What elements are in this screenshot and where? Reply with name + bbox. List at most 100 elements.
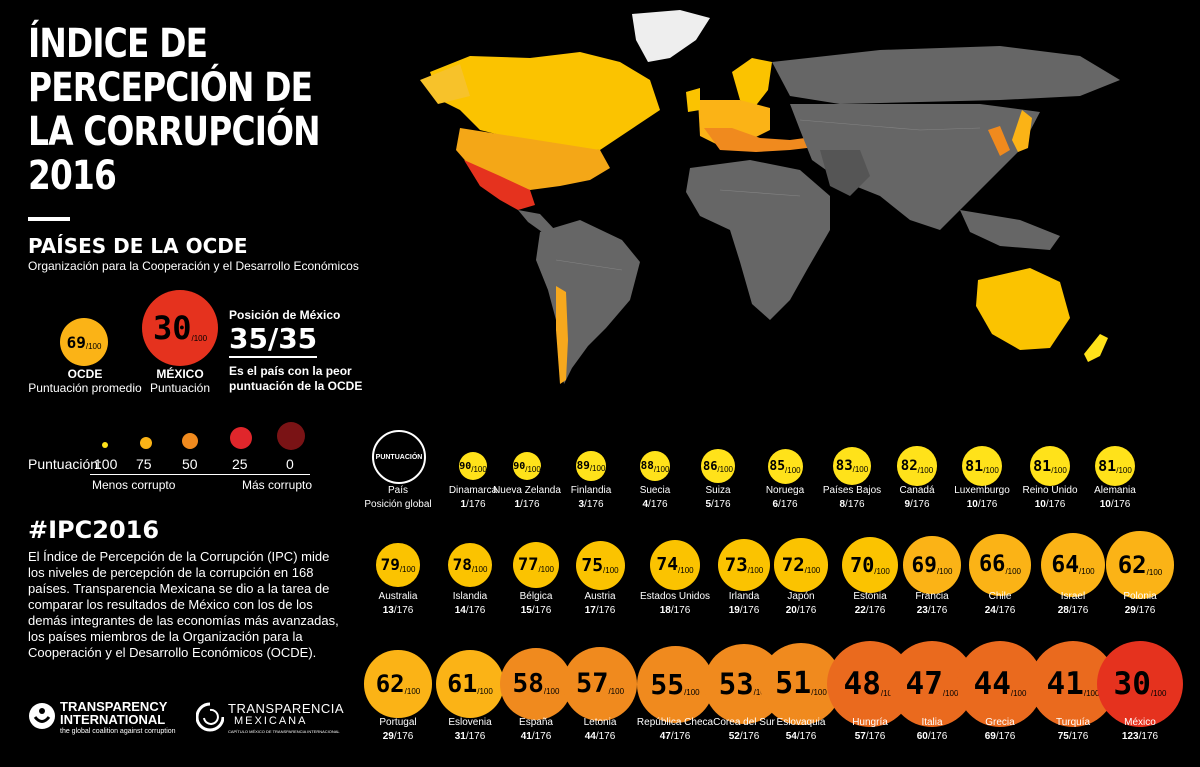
position-note-line: puntuación de la OCDE: [229, 379, 363, 393]
country-rank: 28/176: [1057, 605, 1089, 616]
country-score-circle: 81/100: [1094, 445, 1136, 487]
country-name: Turquía: [1055, 717, 1091, 728]
tm-emblem-icon: [196, 702, 224, 732]
score-suffix: /100: [525, 464, 541, 474]
country-label: Dinamarca 1/176: [423, 484, 523, 512]
country-score: 85: [769, 458, 786, 474]
country-score-circle: 90/100: [513, 452, 541, 480]
country-rank: 5/176: [705, 499, 731, 510]
position-note-line: Es el país con la peor: [229, 364, 352, 378]
legend-value: 75: [136, 456, 152, 472]
country-rank: 13/176: [382, 605, 414, 616]
country-score-circle: 83/100: [833, 447, 871, 485]
country-name: Países Bajos: [822, 485, 882, 496]
map-middle-east: [820, 150, 870, 196]
country-score-circle: 79/100: [376, 543, 420, 587]
country-rank: 6/176: [772, 499, 798, 510]
country-label: República Checa 47/176: [625, 716, 725, 744]
puntuacion-badge: PUNTUACIÓN: [372, 430, 426, 484]
grid-header-label: País Posición global: [348, 484, 448, 512]
country-label: Irlanda 19/176: [694, 590, 794, 618]
legend-dot-75: [140, 437, 152, 449]
country-name: Estados Unidos: [639, 591, 711, 602]
country-name: Suiza: [705, 485, 731, 496]
score-suffix: /100: [717, 464, 733, 474]
score-suffix: /100: [983, 465, 999, 475]
country-label: Polonia 29/176: [1090, 590, 1190, 618]
score-suffix: /100: [874, 566, 890, 576]
mexico-sublabel: Puntuación: [149, 381, 211, 395]
country-score-circle: 86/100: [701, 449, 735, 483]
country-rank: 69/176: [984, 731, 1016, 742]
country-score: 83: [835, 457, 853, 474]
country-score: 86: [702, 458, 718, 473]
country-label: México 123/176: [1090, 716, 1190, 744]
ti-line1: TRANSPARENCY: [60, 699, 168, 714]
map-australia: [976, 268, 1070, 350]
score-suffix: /100: [85, 341, 102, 351]
country-label: Nueva Zelanda 1/176: [477, 484, 577, 512]
country-label: Letonia 44/176: [550, 716, 650, 744]
country-label: Japón 20/176: [751, 590, 851, 618]
country-score: 64: [1051, 551, 1080, 578]
country-label: Estados Unidos 18/176: [625, 590, 725, 618]
country-score: 81: [1098, 456, 1117, 475]
mexico-label: MÉXICO: [156, 367, 204, 381]
legend-value: 100: [94, 456, 118, 472]
score-suffix: /100: [917, 465, 934, 475]
country-name: Estonia: [853, 591, 887, 602]
map-new-zealand: [1084, 334, 1108, 362]
country-label: Australia 13/176: [348, 590, 448, 618]
country-score: 75: [581, 554, 604, 576]
country-rank: 1/176: [460, 499, 486, 510]
legend-value: 25: [232, 456, 248, 472]
legend-value: 50: [182, 456, 198, 472]
country-rank: 17/176: [584, 605, 616, 616]
score-suffix: /100: [684, 688, 700, 697]
country-score: 90: [459, 460, 472, 472]
country-score-circle: 69/100: [903, 536, 961, 594]
score-suffix: /100: [1079, 567, 1095, 577]
country-score-circle: 81/100: [961, 445, 1003, 487]
map-korea-japan: [988, 126, 1010, 156]
country-label: Islandia 14/176: [420, 590, 520, 618]
country-rank: 18/176: [659, 605, 691, 616]
score-suffix: /100: [785, 465, 801, 475]
country-rank: 15/176: [520, 605, 552, 616]
country-label: Francia 23/176: [882, 590, 982, 618]
position-heading: Posición de México: [229, 308, 341, 322]
country-name: Suecia: [639, 485, 671, 496]
score-suffix: /100: [852, 465, 869, 475]
country-label: Austria 17/176: [550, 590, 650, 618]
country-name: Eslovenia: [448, 717, 492, 728]
score-suffix: /100: [936, 566, 953, 576]
score-suffix: /100: [191, 333, 208, 343]
score-suffix: /100: [543, 687, 560, 697]
country-rank: 54/176: [785, 731, 817, 742]
country-score: 70: [850, 553, 875, 577]
country-rank: 47/176: [659, 731, 691, 742]
country-score: 90: [513, 460, 526, 472]
country-label: Portugal 29/176: [348, 716, 448, 744]
hashtag: #IPC2016: [28, 516, 160, 544]
country-score: 81: [965, 456, 984, 475]
country-label: Luxemburgo 10/176: [932, 484, 1032, 512]
country-score: 62: [375, 669, 405, 698]
legend: 100 75 50 25 0: [90, 420, 330, 480]
map-canada: [430, 52, 660, 150]
world-map: [420, 10, 1120, 384]
title-line: PERCEPCIÓN DE: [28, 65, 313, 111]
score-suffix: /100: [804, 566, 821, 576]
country-name: España: [519, 717, 553, 728]
country-rank: 3/176: [578, 499, 604, 510]
country-name: Grecia: [985, 717, 1015, 728]
country-name: Chile: [988, 591, 1012, 602]
country-score-circle: 77/100: [512, 541, 560, 589]
country-label: Noruega 6/176: [735, 484, 835, 512]
country-score: 62: [1117, 550, 1147, 579]
oecd-average-circle: 69/100: [60, 318, 108, 366]
title-line: ÍNDICE DE: [28, 21, 208, 67]
section-title: PAÍSES DE LA OCDE: [28, 234, 248, 258]
country-name: Italia: [921, 717, 943, 728]
map-uk: [686, 88, 700, 112]
